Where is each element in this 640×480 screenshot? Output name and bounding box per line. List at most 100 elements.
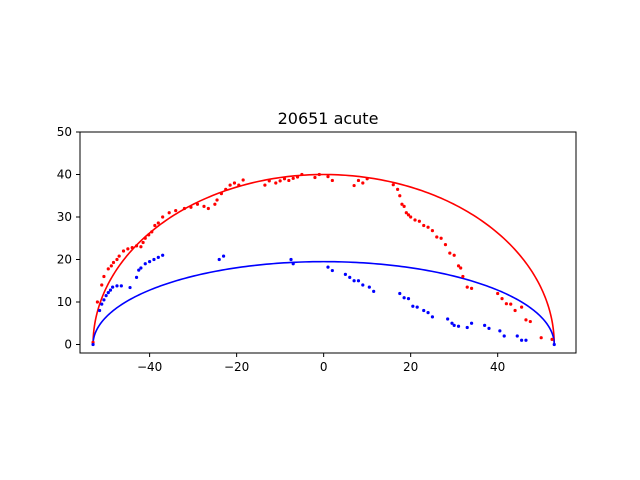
data-point bbox=[108, 288, 113, 292]
data-point bbox=[330, 268, 334, 273]
data-point bbox=[452, 323, 456, 327]
data-point bbox=[372, 289, 376, 293]
data-point bbox=[348, 275, 352, 279]
y-tick-label: 50 bbox=[57, 125, 72, 139]
x-tick-label: −40 bbox=[137, 360, 162, 374]
data-point bbox=[156, 255, 160, 259]
data-point bbox=[134, 244, 139, 248]
data-point bbox=[520, 305, 524, 309]
data-point bbox=[95, 300, 99, 304]
data-point bbox=[330, 178, 334, 183]
data-point bbox=[443, 243, 448, 247]
data-point bbox=[317, 172, 321, 177]
data-point bbox=[217, 257, 221, 262]
data-point bbox=[439, 236, 443, 240]
data-point bbox=[91, 342, 95, 347]
data-point bbox=[263, 183, 267, 187]
data-point bbox=[128, 285, 132, 290]
data-point bbox=[102, 298, 106, 302]
data-point bbox=[326, 265, 330, 269]
data-point bbox=[404, 211, 408, 215]
axes-frame bbox=[79, 131, 577, 354]
y-tick-label: 40 bbox=[57, 168, 72, 182]
data-point bbox=[502, 334, 506, 338]
data-point bbox=[115, 284, 119, 288]
data-point bbox=[459, 266, 463, 270]
data-point bbox=[417, 219, 421, 223]
data-point bbox=[469, 286, 474, 290]
data-point bbox=[295, 175, 300, 179]
data-point bbox=[498, 329, 502, 333]
data-point bbox=[520, 338, 524, 342]
data-point bbox=[97, 308, 102, 313]
data-point bbox=[213, 202, 217, 206]
data-point bbox=[143, 236, 147, 240]
data-point bbox=[104, 294, 108, 298]
data-point bbox=[117, 254, 121, 258]
data-point bbox=[402, 204, 406, 208]
data-point bbox=[232, 181, 237, 185]
data-point bbox=[430, 315, 435, 319]
data-point bbox=[487, 326, 491, 330]
data-point bbox=[361, 283, 365, 287]
x-tick-label: 40 bbox=[490, 360, 505, 374]
data-point bbox=[550, 337, 554, 341]
data-point bbox=[119, 284, 123, 288]
data-point bbox=[352, 183, 356, 188]
data-point bbox=[400, 202, 404, 206]
data-point bbox=[111, 260, 116, 265]
data-point bbox=[343, 272, 347, 276]
data-point bbox=[126, 247, 130, 251]
data-point bbox=[202, 204, 206, 208]
data-point bbox=[450, 321, 454, 325]
data-point bbox=[398, 291, 402, 296]
data-point bbox=[430, 229, 435, 233]
data-point bbox=[326, 175, 330, 179]
data-point bbox=[219, 192, 223, 196]
data-point bbox=[300, 172, 304, 177]
data-point bbox=[367, 285, 371, 289]
y-tick-label: 30 bbox=[57, 210, 72, 224]
data-point bbox=[391, 183, 395, 187]
data-point bbox=[291, 262, 295, 266]
data-point bbox=[396, 187, 400, 191]
data-point bbox=[422, 223, 426, 228]
plot-area bbox=[91, 172, 556, 347]
data-point bbox=[228, 183, 232, 187]
data-point bbox=[483, 323, 487, 327]
data-point bbox=[435, 235, 439, 239]
data-point bbox=[365, 177, 369, 181]
series-curve-1 bbox=[92, 260, 556, 345]
data-point bbox=[402, 296, 406, 300]
data-point bbox=[115, 257, 119, 262]
data-point bbox=[356, 178, 361, 183]
data-point bbox=[195, 202, 200, 206]
data-point bbox=[161, 253, 165, 257]
y-tick-label: 0 bbox=[64, 338, 72, 352]
data-point bbox=[509, 302, 513, 306]
data-point bbox=[156, 221, 160, 225]
data-point bbox=[274, 181, 278, 185]
data-point bbox=[452, 253, 456, 257]
axis-ticks: −40 −20 0 20 40 0 10 20 30 40 50 bbox=[57, 125, 506, 374]
data-point bbox=[469, 321, 474, 325]
data-point bbox=[461, 274, 465, 279]
data-point bbox=[291, 176, 295, 180]
data-point bbox=[147, 233, 151, 237]
data-point bbox=[130, 246, 134, 250]
data-point bbox=[174, 209, 178, 213]
data-point bbox=[422, 308, 426, 313]
data-point bbox=[415, 305, 419, 309]
data-point bbox=[182, 206, 187, 211]
data-point bbox=[524, 338, 528, 342]
data-point bbox=[100, 302, 104, 306]
data-point bbox=[134, 275, 139, 279]
data-point bbox=[361, 181, 365, 185]
data-point bbox=[456, 324, 461, 328]
data-point bbox=[148, 260, 152, 264]
data-point bbox=[411, 304, 415, 308]
data-point bbox=[139, 245, 143, 249]
data-point bbox=[206, 206, 210, 211]
data-point bbox=[465, 325, 469, 330]
